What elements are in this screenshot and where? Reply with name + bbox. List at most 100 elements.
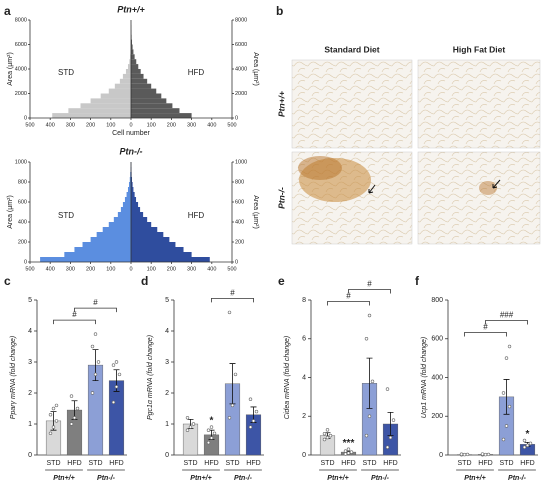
x-tick-label: STD — [184, 460, 198, 467]
y-tick-label: 0 — [24, 259, 27, 265]
chart-title: Ptn-/- — [120, 146, 143, 156]
data-point — [349, 450, 354, 454]
bracket — [327, 301, 370, 306]
bar — [131, 257, 210, 262]
bar — [131, 49, 134, 55]
x-tick-label: 300 — [187, 122, 196, 128]
y-tick-label: 600 — [18, 199, 27, 205]
bar — [131, 227, 158, 232]
x-tick-label: HFD — [109, 460, 123, 467]
series-label: STD — [58, 211, 74, 220]
data-point — [51, 425, 56, 429]
x-tick-label: 400 — [207, 122, 216, 128]
data-point — [385, 445, 390, 449]
x-tick-label: HFD — [383, 460, 397, 467]
data-point — [69, 422, 74, 426]
data-point — [93, 372, 98, 377]
panel-label: d — [141, 274, 148, 288]
data-point — [191, 422, 196, 426]
data-point — [209, 425, 214, 429]
y-tick-label: 0 — [165, 452, 169, 459]
x-tick-label: 400 — [207, 266, 216, 272]
significance-marker: *** — [343, 438, 355, 449]
micrograph — [417, 151, 541, 245]
x-tick-label: STD — [89, 460, 103, 467]
y-tick-label: 6 — [302, 336, 306, 343]
x-tick-label: STD — [321, 460, 335, 467]
micrograph — [291, 59, 413, 149]
bar — [131, 242, 176, 247]
data-point — [346, 451, 351, 455]
y-tick-label: 3 — [165, 359, 169, 366]
y-tick-label: 1 — [165, 421, 169, 428]
y-tick-label: 2000 — [15, 91, 27, 97]
data-point — [185, 428, 190, 432]
bar — [117, 212, 131, 217]
bar — [131, 108, 180, 114]
data-point — [188, 425, 193, 429]
data-point — [114, 360, 119, 364]
y-tick-label: 4000 — [15, 66, 27, 72]
significance-marker: * — [526, 429, 530, 440]
data-point — [486, 452, 491, 457]
y2-tick-label: 6000 — [235, 42, 247, 48]
bar — [96, 232, 131, 237]
bar — [131, 247, 184, 252]
data-point — [51, 406, 56, 411]
x-tick-label: 400 — [46, 122, 55, 128]
bar — [131, 78, 148, 84]
data-point — [248, 425, 253, 429]
y-tick-label: 0 — [439, 452, 443, 459]
y2-tick-label: 8000 — [235, 17, 247, 23]
bar — [122, 73, 131, 79]
error-bar — [387, 411, 394, 437]
x-tick-label: STD — [458, 460, 472, 467]
data-point — [325, 428, 330, 432]
x-tick-label: 100 — [147, 122, 156, 128]
x-tick-label: 400 — [46, 266, 55, 272]
data-point — [504, 424, 509, 428]
data-point — [462, 452, 467, 457]
y2-tick-label: 1000 — [235, 159, 247, 165]
x-tick-label: 0 — [129, 122, 132, 128]
y2-axis-label: Area (µm²) — [252, 195, 259, 229]
y-tick-label: 800 — [431, 297, 443, 304]
data-point — [385, 387, 390, 391]
x-tick-label: HFD — [204, 460, 218, 467]
x-tick-label: 100 — [106, 266, 115, 272]
y-axis-label: Pparγ mRNA (fold change) — [10, 336, 17, 419]
y-axis-label: Cidea mRNA (fold change) — [284, 336, 291, 419]
data-point — [251, 419, 256, 423]
bracket-label: # — [346, 292, 351, 301]
data-point — [325, 435, 330, 440]
bar — [131, 252, 192, 257]
bracket — [348, 289, 391, 294]
y2-tick-label: 0 — [235, 115, 238, 121]
y-tick-label: 4 — [165, 328, 169, 335]
chart-title: Ptn+/+ — [117, 4, 145, 14]
y-tick-label: 3 — [28, 359, 32, 366]
x-tick-label: 300 — [66, 266, 75, 272]
bar — [131, 83, 152, 89]
y-tick-label: 800 — [18, 179, 27, 185]
data-point — [227, 310, 232, 315]
bar — [120, 207, 131, 212]
micrographs — [291, 59, 541, 245]
y-tick-label: 0 — [28, 452, 32, 459]
data-point — [480, 452, 485, 456]
bar — [127, 187, 131, 192]
data-point — [212, 431, 217, 435]
data-point — [346, 447, 351, 451]
data-point — [54, 419, 59, 423]
bar — [128, 182, 131, 187]
bar — [131, 192, 135, 197]
group-label: Ptn-/- — [508, 475, 527, 482]
bracket-label: # — [93, 298, 98, 307]
x-tick-label: 0 — [129, 266, 132, 272]
data-point — [364, 433, 369, 438]
bar — [131, 54, 135, 60]
bar — [131, 182, 133, 187]
y-tick-label: 5 — [28, 297, 32, 304]
group-label: Ptn+/+ — [53, 475, 74, 482]
bracket — [464, 332, 507, 337]
